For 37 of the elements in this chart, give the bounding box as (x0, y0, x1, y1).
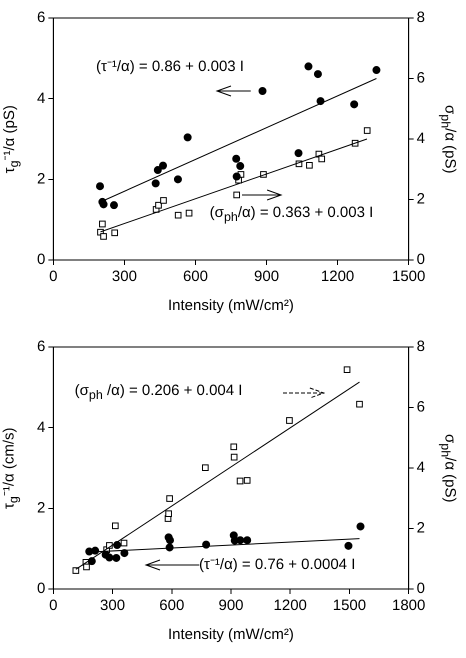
x-tick-label: 1200 (320, 268, 354, 286)
x-axis-title: Intensity (mW/cm²) (168, 626, 294, 642)
x-tick-label: 600 (182, 268, 208, 286)
annotation: (τ⁻¹/α) = 0.76 + 0.0004 I (199, 556, 356, 574)
y2-tick-label: 6 (416, 70, 425, 87)
y2-tick-label: 0 (416, 251, 425, 268)
y2-tick-label: 8 (416, 9, 425, 26)
y-tick-label: 4 (37, 90, 46, 107)
y2-tick-label: 8 (416, 338, 425, 356)
y2-tick-label: 2 (416, 190, 425, 208)
x-tick-label: 300 (100, 597, 126, 614)
y-tick-label: 2 (37, 499, 46, 516)
x-tick-label: 1500 (392, 268, 426, 286)
y2-tick-label: 4 (416, 130, 425, 148)
annotation: (σ$_{ph}$/α) = 0.363 + 0.003 I (210, 204, 374, 224)
annotation: (τ⁻¹/α) = 0.86 + 0.003 I (96, 58, 244, 75)
x-tick-label: 1800 (392, 597, 426, 614)
x-tick-label: 600 (159, 597, 184, 614)
y2-tick-label: 4 (416, 459, 425, 476)
x-tick-label: 1200 (274, 597, 307, 614)
annotation: (σ$_{ph}$ /α) = 0.206 + 0.004 I (74, 382, 242, 402)
x-tick-label: 900 (218, 597, 244, 614)
x-axis-title: Intensity (mW/cm²) (168, 296, 294, 314)
y-tick-label: 0 (37, 251, 46, 268)
x-tick-label: 0 (49, 268, 58, 286)
x-tick-label: 300 (112, 268, 137, 286)
y2-tick-label: 2 (416, 520, 425, 537)
y-tick-label: 4 (37, 418, 46, 436)
y-tick-label: 0 (37, 580, 46, 598)
y2-tick-label: 0 (416, 580, 425, 598)
y-tick-label: 2 (37, 170, 46, 188)
x-tick-label: 0 (49, 597, 58, 614)
y-tick-label: 6 (37, 9, 46, 26)
x-tick-label: 900 (254, 268, 280, 286)
y-tick-label: 6 (37, 338, 46, 356)
y2-tick-label: 6 (416, 398, 425, 416)
x-tick-label: 1500 (332, 597, 366, 614)
